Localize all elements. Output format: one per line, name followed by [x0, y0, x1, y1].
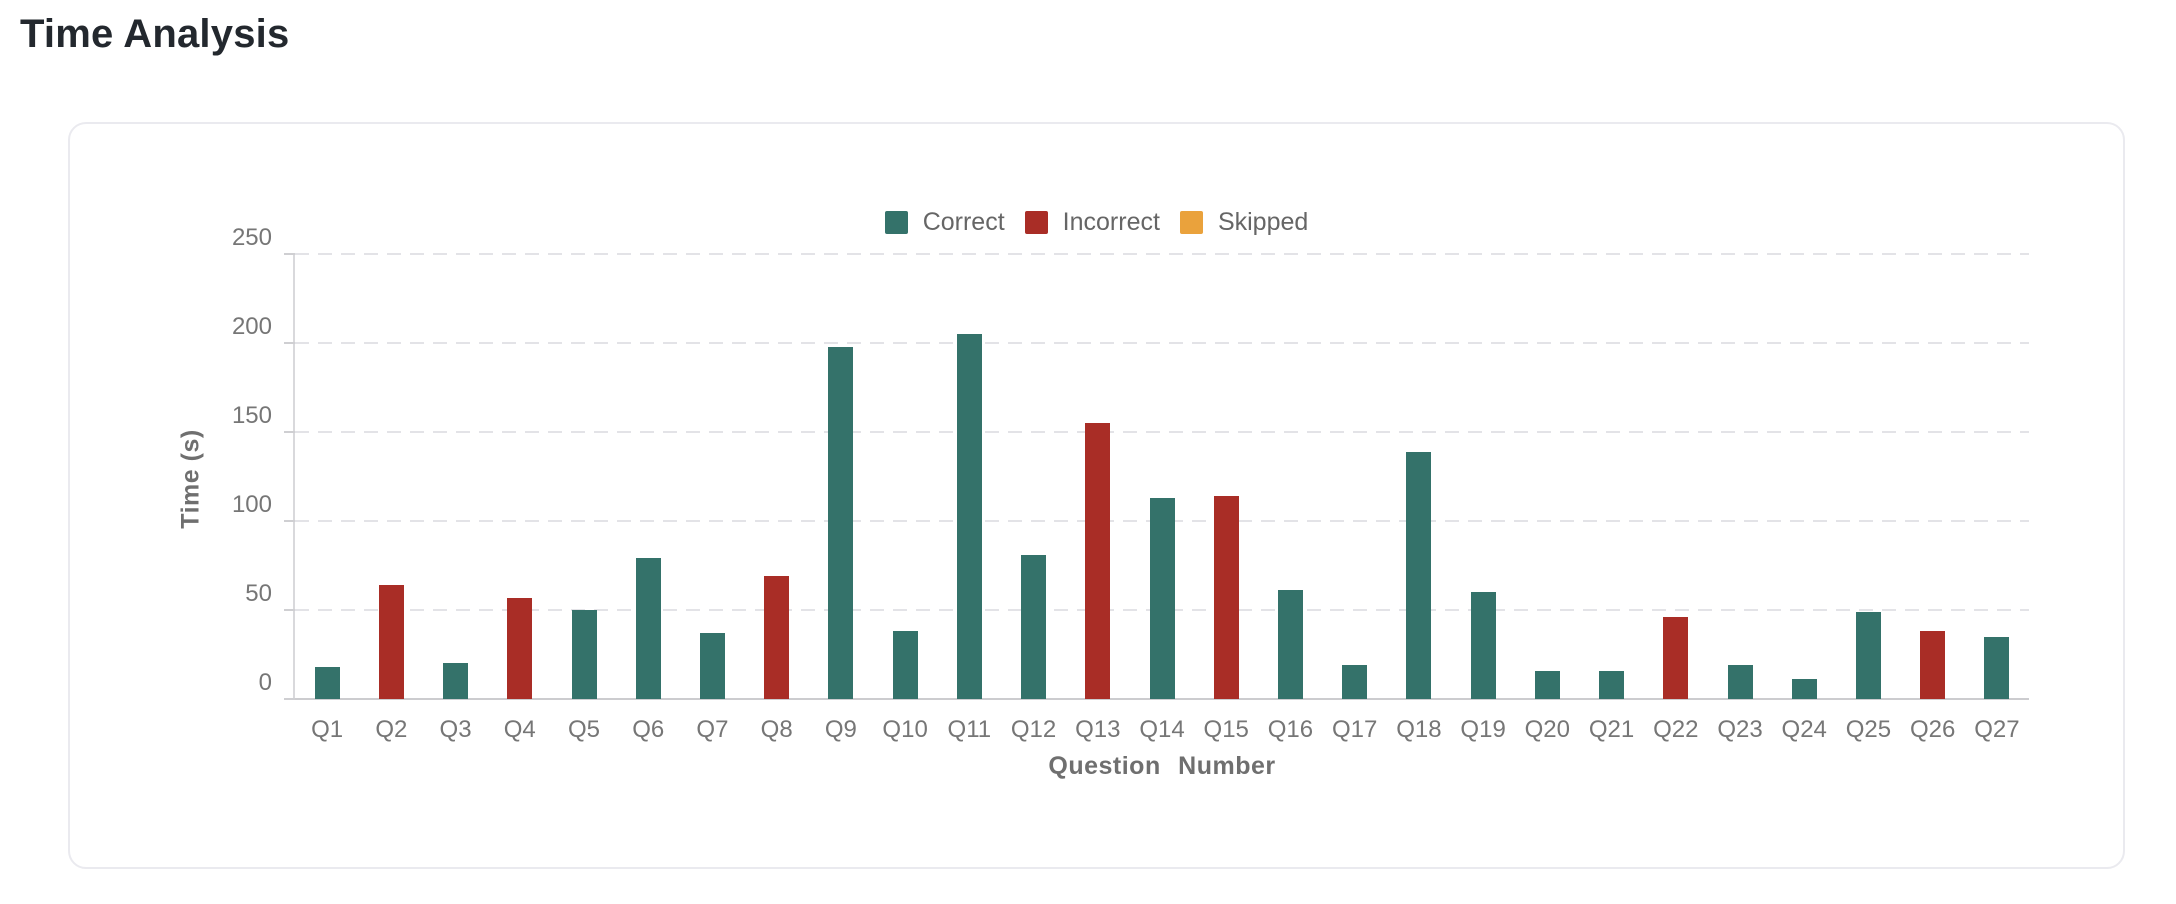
chart-legend: Correct Incorrect Skipped: [70, 208, 2123, 237]
bar-q12[interactable]: [1021, 554, 1047, 699]
bar-q17[interactable]: [1342, 665, 1368, 699]
bar-q13[interactable]: [1085, 423, 1111, 699]
plot-area: 0 50 100 150 200 250 Q1 Q2 Q3 Q4 Q5 Q6 Q7 Q8 Q9 Q10 Q11 Q…: [232, 224, 2029, 743]
y-axis-title: Time (s): [176, 429, 205, 529]
x-tick-label-q15: Q15: [1203, 716, 1249, 743]
x-tick-label-q4: Q4: [503, 716, 536, 743]
bar-q27[interactable]: [1984, 636, 2010, 699]
y-tick-label-200: 200: [231, 313, 272, 340]
x-tick-label-q5: Q5: [567, 716, 601, 743]
bar-q23[interactable]: [1727, 665, 1753, 699]
y-tick-100: [284, 520, 295, 522]
legend-label-incorrect: Incorrect: [1062, 208, 1160, 236]
page-title: Time Analysis: [20, 12, 290, 56]
bar-q16[interactable]: [1277, 590, 1303, 699]
x-tick-label-q27: Q27: [1974, 716, 2020, 743]
bar-q26[interactable]: [1920, 631, 1946, 699]
x-tick-label-q17: Q17: [1331, 716, 1378, 743]
y-tick-150: [284, 431, 295, 433]
y-tick-label-250: 250: [231, 224, 272, 251]
bar-q7[interactable]: [699, 633, 725, 699]
x-tick-label-q21: Q21: [1588, 716, 1635, 743]
correct-swatch-icon: [884, 211, 908, 234]
y-tick-200: [284, 342, 295, 344]
x-tick-label-q7: Q7: [696, 716, 729, 743]
y-tick-label-50: 50: [245, 580, 272, 607]
bar-q6[interactable]: [635, 558, 661, 699]
time-analysis-chart-card: Correct Incorrect Skipped 0 50 100 150 200 25…: [68, 122, 2125, 869]
gridline-150: [295, 431, 2029, 433]
bar-q18[interactable]: [1406, 451, 1432, 699]
x-tick-label-q12: Q12: [1010, 716, 1057, 743]
x-tick-label-q19: Q19: [1460, 716, 1506, 743]
x-tick-label-q16: Q16: [1267, 716, 1314, 743]
legend-item-correct[interactable]: Correct: [884, 208, 1005, 237]
legend-item-incorrect[interactable]: Incorrect: [1024, 208, 1160, 237]
gridline-250: [295, 253, 2029, 255]
bar-q22[interactable]: [1663, 617, 1689, 699]
y-tick-label-150: 150: [231, 402, 272, 429]
y-tick-label-100: 100: [231, 491, 272, 518]
x-tick-label-q3: Q3: [439, 716, 472, 743]
bar-q1[interactable]: [314, 666, 340, 699]
x-tick-label-q26: Q26: [1909, 716, 1956, 743]
bar-q21[interactable]: [1599, 670, 1625, 699]
y-tick-250: [284, 253, 295, 255]
skipped-swatch-icon: [1179, 211, 1203, 234]
bar-q15[interactable]: [1213, 496, 1239, 699]
legend-label-correct: Correct: [922, 208, 1005, 236]
x-axis-line: [295, 698, 2029, 700]
x-axis-title: Question Number: [1048, 752, 1276, 780]
bar-q10[interactable]: [892, 631, 918, 699]
bar-q9[interactable]: [828, 346, 854, 699]
y-axis-line: [293, 254, 295, 699]
bar-q8[interactable]: [764, 576, 790, 699]
bar-q11[interactable]: [956, 334, 982, 699]
bar-q25[interactable]: [1855, 611, 1881, 699]
bar-q3[interactable]: [443, 663, 469, 699]
x-tick-label-q2: Q2: [375, 716, 408, 743]
x-tick-label-q13: Q13: [1075, 716, 1121, 743]
x-tick-label-q25: Q25: [1845, 716, 1892, 743]
bar-q2[interactable]: [378, 585, 404, 699]
x-tick-label-q24: Q24: [1781, 716, 1827, 743]
y-tick-0: [284, 698, 295, 700]
bar-q20[interactable]: [1534, 670, 1560, 699]
legend-item-skipped[interactable]: Skipped: [1179, 208, 1309, 237]
x-tick-label-q10: Q10: [882, 716, 928, 743]
bar-q4[interactable]: [507, 597, 533, 699]
bar-q5[interactable]: [571, 610, 597, 699]
gridline-200: [295, 342, 2029, 344]
incorrect-swatch-icon: [1024, 211, 1048, 234]
x-tick-label-q9: Q9: [824, 716, 857, 743]
x-tick-label-q11: Q11: [947, 716, 992, 743]
legend-label-skipped: Skipped: [1217, 208, 1309, 236]
x-tick-label-q1: Q1: [311, 716, 344, 743]
x-tick-label-q18: Q18: [1396, 716, 1442, 743]
x-tick-label-q6: Q6: [632, 716, 665, 743]
bar-q19[interactable]: [1470, 592, 1496, 699]
bar-q14[interactable]: [1149, 497, 1175, 699]
x-tick-label-q8: Q8: [760, 716, 793, 743]
y-tick-label-0: 0: [258, 669, 272, 696]
x-tick-label-q22: Q22: [1653, 716, 1699, 743]
x-tick-label-q20: Q20: [1524, 716, 1571, 743]
bar-q24[interactable]: [1791, 679, 1817, 699]
x-tick-label-q23: Q23: [1717, 716, 1763, 743]
x-tick-label-q14: Q14: [1139, 716, 1185, 743]
y-tick-50: [284, 609, 295, 611]
